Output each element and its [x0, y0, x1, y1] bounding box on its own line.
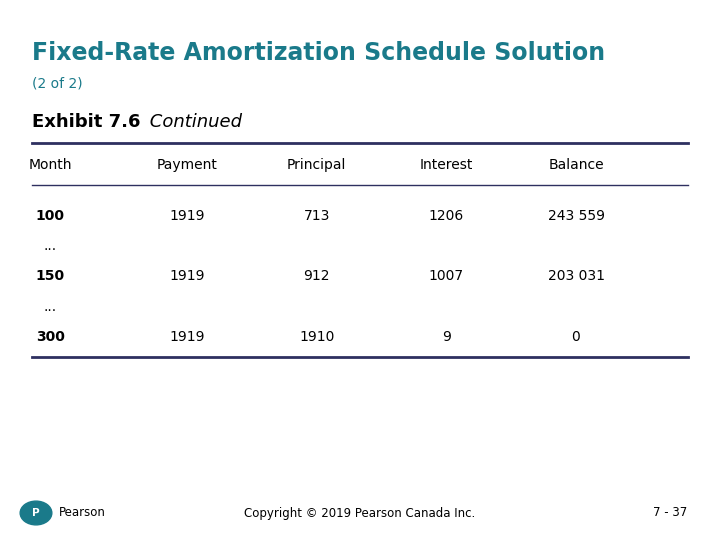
Text: Exhibit 7.6: Exhibit 7.6 [32, 113, 141, 131]
Text: 0: 0 [572, 330, 580, 344]
Text: 9: 9 [442, 330, 451, 344]
Text: Month: Month [29, 158, 72, 172]
Text: 1206: 1206 [429, 209, 464, 223]
Text: 1919: 1919 [169, 330, 205, 344]
Text: 100: 100 [36, 209, 65, 223]
Text: 1919: 1919 [169, 269, 205, 284]
Text: Payment: Payment [157, 158, 217, 172]
Text: Fixed-Rate Amortization Schedule Solution: Fixed-Rate Amortization Schedule Solutio… [32, 40, 606, 64]
Text: 150: 150 [36, 269, 65, 284]
Text: Continued: Continued [144, 113, 242, 131]
Text: Principal: Principal [287, 158, 346, 172]
Text: P: P [32, 508, 40, 518]
Text: 243 559: 243 559 [547, 209, 605, 223]
Text: 1919: 1919 [169, 209, 205, 223]
Text: 1007: 1007 [429, 269, 464, 284]
Text: 203 031: 203 031 [547, 269, 605, 284]
Text: ...: ... [44, 239, 57, 253]
Text: Copyright © 2019 Pearson Canada Inc.: Copyright © 2019 Pearson Canada Inc. [244, 507, 476, 519]
Text: 7 - 37: 7 - 37 [653, 507, 688, 519]
Text: Balance: Balance [548, 158, 604, 172]
Text: Interest: Interest [420, 158, 473, 172]
Text: ...: ... [44, 300, 57, 314]
Text: 300: 300 [36, 330, 65, 344]
Text: 713: 713 [304, 209, 330, 223]
Text: (2 of 2): (2 of 2) [32, 77, 83, 91]
Text: 912: 912 [304, 269, 330, 284]
Circle shape [20, 501, 52, 525]
Text: 1910: 1910 [299, 330, 335, 344]
Text: Pearson: Pearson [59, 507, 106, 519]
